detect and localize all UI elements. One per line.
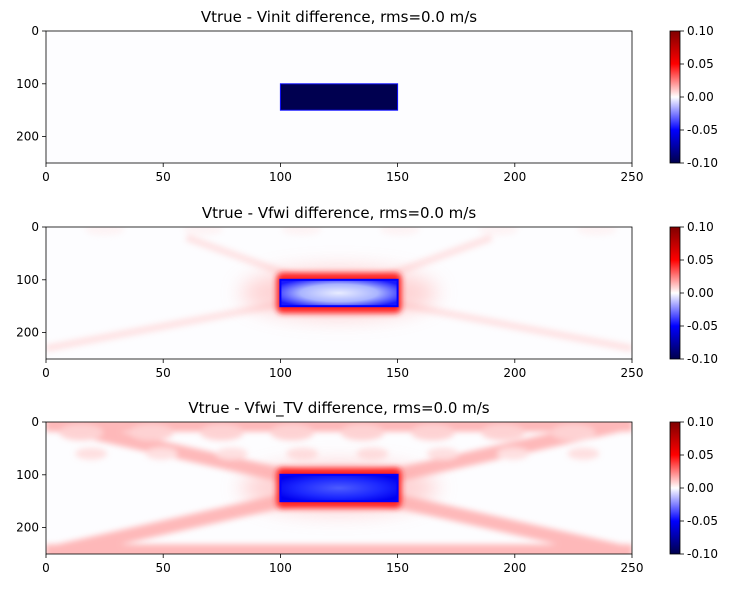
top-ripple (270, 424, 315, 441)
x-tick-label: 150 (386, 561, 409, 575)
y-tick-label: 0 (31, 220, 39, 234)
x-tick-label: 200 (503, 561, 526, 575)
top-ripple (551, 424, 596, 441)
top-ripple (286, 447, 319, 460)
x-tick-label: 250 (621, 366, 644, 380)
x-tick-label: 100 (269, 561, 292, 575)
anomaly-rect (279, 473, 399, 503)
heatmap-field (46, 422, 632, 554)
anomaly-rect (279, 83, 399, 111)
top-ripple (75, 447, 108, 460)
top-ripple (145, 447, 178, 460)
top-ripple (199, 424, 244, 441)
x-tick-label: 50 (156, 561, 171, 575)
x-tick-label: 0 (42, 561, 50, 575)
colorbar-tick-label: 0.05 (687, 57, 714, 71)
top-ripple (215, 447, 248, 460)
y-tick-label: 100 (16, 273, 39, 287)
colorbar-tick-label: -0.05 (687, 123, 718, 137)
y-tick-label: 200 (16, 326, 39, 340)
axes-frame (45, 30, 633, 164)
top-ripple (84, 227, 125, 236)
x-tick-label: 100 (269, 366, 292, 380)
panel-title: Vtrue - Vinit difference, rms=0.0 m/s (201, 8, 477, 26)
colorbar (669, 30, 681, 164)
top-ripple (356, 447, 389, 460)
panel-3: Vtrue - Vfwi_TV difference, rms=0.0 m/s 0… (16, 399, 718, 575)
colorbar-tick-label: -0.10 (687, 156, 718, 170)
x-tick-label: 250 (621, 170, 644, 184)
top-ripple (576, 227, 617, 236)
x-tick-label: 200 (503, 366, 526, 380)
top-ripple (426, 447, 459, 460)
anomaly-rect (279, 278, 399, 308)
x-tick-label: 50 (156, 170, 171, 184)
panel-2: Vtrue - Vfwi difference, rms=0.0 m/s 0 50 1… (16, 204, 718, 380)
top-ripple (481, 424, 526, 441)
colorbar-tick-label: 0.10 (687, 415, 714, 429)
top-ripple (379, 227, 420, 236)
x-tick-label: 0 (42, 170, 50, 184)
colorbar-tick-label: 0.05 (687, 253, 714, 267)
panel-1: Vtrue - Vinit difference, rms=0.0 m/s 0 50… (16, 8, 718, 184)
colorbar-tick-label: -0.05 (687, 319, 718, 333)
colorbar-tick-label: -0.05 (687, 514, 718, 528)
heatmap-field (279, 83, 399, 111)
colorbar (669, 421, 681, 555)
x-tick-label: 0 (42, 366, 50, 380)
y-tick-label: 100 (16, 77, 39, 91)
x-tick-label: 150 (386, 170, 409, 184)
x-tick-label: 100 (269, 170, 292, 184)
top-ripple (281, 227, 322, 236)
top-ripple (567, 447, 600, 460)
top-ripple (410, 424, 455, 441)
x-tick-label: 150 (386, 366, 409, 380)
colorbar (669, 226, 681, 360)
colorbar-tick-label: -0.10 (687, 547, 718, 561)
colorbar-tick-label: 0.10 (687, 24, 714, 38)
top-ripple (478, 227, 519, 236)
colorbar-tick-label: 0.00 (687, 90, 714, 104)
panel-title: Vtrue - Vfwi difference, rms=0.0 m/s (202, 204, 476, 222)
x-tick-label: 50 (156, 366, 171, 380)
panel-title: Vtrue - Vfwi_TV difference, rms=0.0 m/s (188, 399, 489, 418)
top-ripple (497, 447, 530, 460)
y-tick-label: 100 (16, 468, 39, 482)
top-ripple (59, 424, 104, 441)
y-tick-label: 0 (31, 24, 39, 38)
y-tick-label: 200 (16, 521, 39, 535)
axes-frame (45, 421, 633, 555)
heatmap-field (46, 227, 632, 352)
top-ripple (340, 424, 385, 441)
colorbar-tick-label: 0.00 (687, 481, 714, 495)
colorbar-tick-label: -0.10 (687, 352, 718, 366)
x-tick-label: 200 (503, 170, 526, 184)
top-ripple (129, 424, 174, 441)
y-tick-label: 0 (31, 415, 39, 429)
x-tick-label: 250 (621, 561, 644, 575)
axes-frame (45, 226, 633, 360)
top-ripple (183, 227, 224, 236)
colorbar-tick-label: 0.10 (687, 220, 714, 234)
colorbar-tick-label: 0.05 (687, 448, 714, 462)
colorbar-tick-label: 0.00 (687, 286, 714, 300)
y-tick-label: 200 (16, 130, 39, 144)
